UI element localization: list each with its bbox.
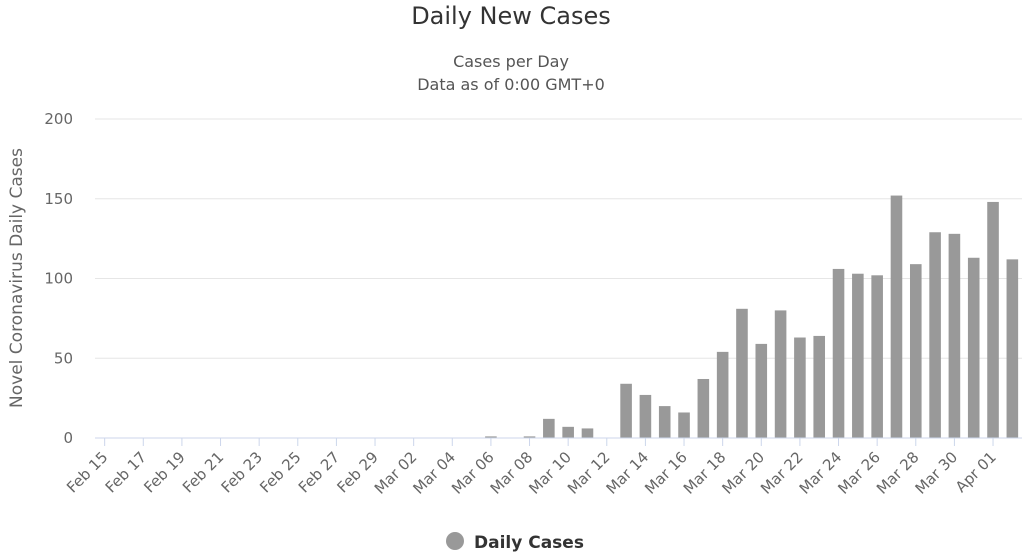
bar [813, 335, 826, 438]
bar [716, 351, 729, 438]
bar [929, 232, 941, 438]
bar [736, 308, 748, 438]
bar [678, 412, 690, 438]
x-tick-label: Mar 26 [834, 448, 884, 498]
bar [1006, 259, 1019, 438]
bar [871, 275, 883, 438]
bar [832, 268, 845, 438]
x-tick-label: Mar 22 [757, 448, 807, 498]
bar [581, 428, 594, 438]
y-tick-label: 150 [44, 190, 73, 208]
bar [523, 436, 536, 438]
x-tick-label: Mar 28 [873, 448, 923, 498]
x-tick-label: Feb 19 [140, 448, 188, 496]
x-tick-label: Feb 25 [256, 448, 304, 496]
y-axis-title: Novel Coronavirus Daily Cases [7, 148, 27, 408]
bar [562, 426, 574, 438]
legend-label: Daily Cases [474, 533, 584, 553]
chart-subtitle: Data as of 0:00 GMT+0 [417, 75, 605, 94]
x-tick-label: Mar 24 [796, 448, 846, 498]
bar [794, 337, 806, 438]
x-tick-label: Mar 30 [912, 448, 962, 498]
bar [948, 233, 961, 438]
legend-marker [446, 532, 464, 550]
bar [852, 273, 864, 438]
x-tick-label: Mar 18 [680, 448, 730, 498]
bar [697, 378, 710, 438]
x-tick-label: Feb 15 [63, 448, 111, 496]
x-tick-label: Mar 16 [641, 448, 691, 498]
x-tick-label: Mar 14 [603, 448, 653, 498]
bar [620, 383, 632, 438]
bar [774, 310, 787, 438]
bar [485, 436, 497, 438]
x-tick-label: Mar 20 [719, 448, 769, 498]
bar [639, 394, 652, 438]
bar [987, 201, 999, 438]
chart-title: Daily New Cases [411, 2, 611, 30]
x-tick-label: Mar 10 [525, 448, 575, 498]
x-tick-label: Mar 06 [448, 448, 498, 498]
x-tick-label: Mar 02 [371, 448, 421, 498]
bar [755, 343, 768, 438]
bar [967, 257, 980, 438]
x-tick-label: Feb 23 [218, 448, 266, 496]
bar [658, 406, 671, 438]
y-tick-label: 200 [44, 110, 73, 128]
y-tick-label: 100 [44, 270, 73, 288]
x-tick-label: Mar 08 [487, 448, 537, 498]
y-tick-label: 50 [54, 349, 73, 367]
y-tick-label: 0 [63, 429, 73, 447]
bar [909, 264, 922, 438]
bar [890, 195, 903, 438]
x-tick-label: Feb 21 [179, 448, 227, 496]
x-tick-label: Feb 17 [102, 448, 150, 496]
x-tick-label: Mar 04 [410, 448, 460, 498]
bar [543, 418, 555, 438]
x-tick-label: Feb 27 [295, 448, 343, 496]
x-tick-label: Mar 12 [564, 448, 614, 498]
x-tick-label: Apr 01 [952, 448, 1000, 496]
chart-subtitle: Cases per Day [453, 52, 569, 71]
